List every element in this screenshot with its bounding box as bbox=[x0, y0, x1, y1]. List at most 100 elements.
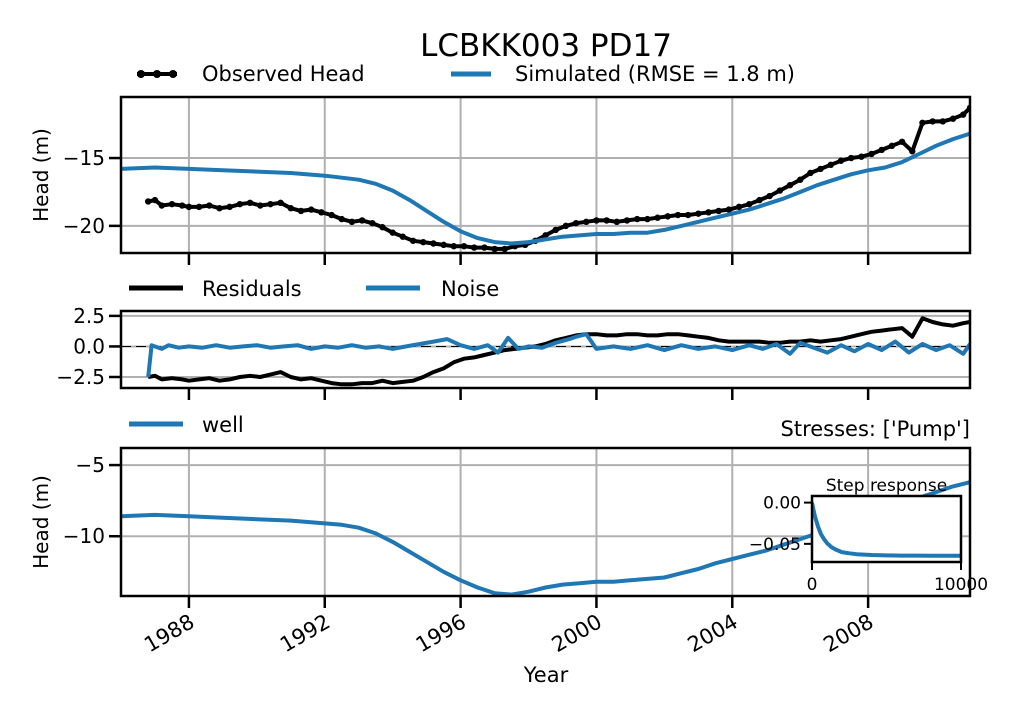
data-point bbox=[776, 187, 784, 194]
data-point bbox=[307, 206, 315, 213]
data-point bbox=[817, 165, 824, 173]
y-tick-label: −15 bbox=[63, 146, 105, 170]
chart-title: LCBKK003 PD17 bbox=[420, 28, 672, 64]
legend-label-noise: Noise bbox=[441, 277, 499, 301]
y-tick-label: −2.5 bbox=[56, 365, 105, 389]
inset-x-tick-label: 10000 bbox=[934, 575, 988, 595]
data-point bbox=[246, 199, 254, 207]
legend-label-well: well bbox=[202, 413, 244, 437]
y-tick-label: 0.0 bbox=[73, 334, 105, 358]
data-point bbox=[674, 211, 682, 219]
stresses-title: Stresses: ['Pump'] bbox=[781, 417, 970, 441]
series-line-observed-head bbox=[147, 106, 970, 251]
data-point bbox=[847, 154, 855, 162]
data-point bbox=[878, 146, 885, 154]
data-point bbox=[328, 211, 335, 219]
data-point bbox=[144, 198, 152, 205]
data-point bbox=[929, 118, 936, 125]
data-point bbox=[725, 206, 733, 213]
legend-label-simulated: Simulated (RMSE = 1.8 m) bbox=[515, 62, 795, 86]
legend-marker bbox=[153, 70, 161, 78]
data-point bbox=[715, 207, 722, 215]
data-point bbox=[949, 115, 957, 122]
data-point bbox=[623, 217, 631, 224]
data-point bbox=[267, 200, 274, 208]
series-group bbox=[121, 104, 970, 253]
data-point bbox=[960, 111, 967, 118]
data-point bbox=[827, 161, 834, 169]
data-point bbox=[440, 241, 447, 249]
data-point bbox=[216, 205, 223, 212]
data-point bbox=[735, 203, 743, 211]
axes-frame bbox=[119, 446, 972, 598]
y-tick-label: −10 bbox=[63, 524, 105, 548]
data-point bbox=[705, 209, 712, 216]
legend-marker bbox=[137, 70, 145, 78]
data-point bbox=[593, 217, 600, 224]
x-tick-label: 1996 bbox=[412, 610, 470, 658]
data-point bbox=[552, 226, 559, 234]
data-point bbox=[695, 210, 702, 217]
data-point bbox=[542, 232, 549, 239]
x-tick-label: 1992 bbox=[276, 610, 334, 658]
y-tick-label: −20 bbox=[63, 214, 105, 238]
x-tick-label: 2008 bbox=[819, 610, 877, 658]
inset-frame bbox=[810, 494, 963, 564]
data-point bbox=[399, 233, 407, 240]
data-point bbox=[409, 237, 417, 244]
data-point bbox=[481, 244, 488, 251]
data-point bbox=[766, 192, 773, 200]
inset-title: Step response bbox=[826, 476, 947, 496]
data-point bbox=[807, 169, 814, 177]
series-group bbox=[146, 316, 970, 387]
y-tick-label: −5 bbox=[76, 453, 105, 477]
data-point bbox=[491, 245, 498, 253]
data-point bbox=[236, 200, 244, 208]
data-point bbox=[501, 245, 508, 253]
data-point bbox=[168, 200, 176, 208]
data-point bbox=[919, 119, 926, 126]
data-point bbox=[797, 176, 804, 183]
data-point bbox=[195, 203, 203, 211]
legend-label-residuals: Residuals bbox=[202, 277, 302, 301]
inset-y-tick-label: −0.05 bbox=[749, 535, 801, 555]
y-axis-label: Head (m) bbox=[29, 475, 53, 569]
data-point bbox=[633, 215, 641, 223]
data-point bbox=[939, 118, 947, 125]
data-point bbox=[369, 219, 376, 227]
data-point bbox=[277, 199, 284, 207]
axes-frame bbox=[119, 95, 972, 255]
data-point bbox=[420, 238, 427, 246]
legend-marker bbox=[169, 70, 177, 78]
data-point bbox=[450, 243, 458, 250]
data-point bbox=[684, 211, 692, 219]
data-point bbox=[151, 196, 159, 204]
data-point bbox=[888, 142, 896, 150]
data-point bbox=[178, 202, 186, 209]
data-point bbox=[257, 202, 264, 209]
data-point bbox=[287, 205, 294, 212]
y-axis-label: Head (m) bbox=[29, 128, 53, 222]
data-point bbox=[348, 218, 356, 225]
data-point bbox=[786, 181, 794, 189]
inset-x-tick-label: 0 bbox=[807, 575, 818, 595]
x-tick-label: 1988 bbox=[140, 610, 198, 658]
data-point bbox=[746, 200, 753, 208]
legend-label-observed: Observed Head bbox=[202, 62, 365, 86]
data-point bbox=[338, 215, 345, 223]
data-point bbox=[460, 243, 468, 250]
inset-series-group bbox=[812, 502, 961, 558]
data-point bbox=[470, 244, 478, 251]
axes-frame bbox=[119, 309, 972, 390]
inset-y-tick-label: 0.00 bbox=[763, 494, 801, 514]
data-point bbox=[358, 217, 366, 224]
step-response-line bbox=[812, 502, 961, 558]
data-point bbox=[909, 148, 916, 155]
data-point bbox=[664, 213, 671, 220]
data-point bbox=[603, 217, 610, 224]
x-tick-label: 2000 bbox=[548, 610, 606, 658]
data-point bbox=[756, 196, 763, 204]
data-point bbox=[868, 150, 875, 158]
data-point bbox=[562, 222, 570, 230]
data-point bbox=[206, 202, 213, 209]
